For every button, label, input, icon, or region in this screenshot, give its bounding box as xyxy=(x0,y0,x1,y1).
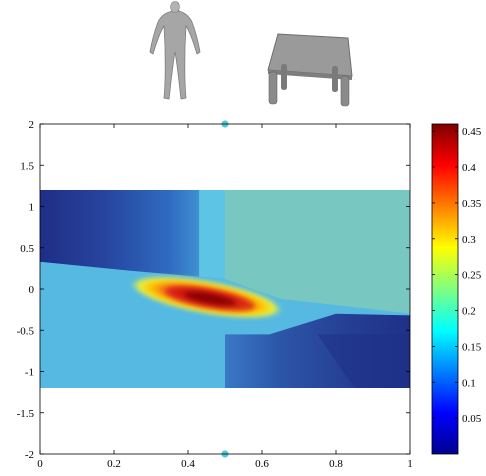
colorbar-tick-label: 0.15 xyxy=(462,341,482,353)
colorbar-tick-label: 0.35 xyxy=(462,198,482,210)
colorbar-gradient xyxy=(431,123,459,455)
y-tick-label: -2 xyxy=(25,449,34,461)
y-tick-label: 1 xyxy=(29,202,35,214)
colorbar: 0.45 0.4 0.35 0.3 0.25 0.2 0.15 0.1 0.05 xyxy=(431,123,482,455)
colorbar-ticks: 0.45 0.4 0.35 0.3 0.25 0.2 0.15 0.1 0.05 xyxy=(432,126,482,425)
y-tick-label: 0 xyxy=(29,284,35,296)
y-tick-label: -1 xyxy=(25,367,34,379)
x-tick-label: 0.6 xyxy=(255,458,269,470)
y-tick-label: -0.5 xyxy=(17,325,35,337)
peak-hotspot xyxy=(129,275,284,319)
colorbar-tick-label: 0.25 xyxy=(462,270,482,282)
colorbar-tick-label: 0.3 xyxy=(462,234,476,246)
heatmap-field xyxy=(40,190,410,388)
colorbar-tick-label: 0.4 xyxy=(462,162,476,174)
y-tick-label: 1.5 xyxy=(20,160,34,172)
y-tick-label: 2 xyxy=(29,119,35,131)
colorbar-tick-label: 0.05 xyxy=(462,413,482,425)
colorbar-tick-label: 0.45 xyxy=(462,126,482,138)
y-tick-label: 0.5 xyxy=(20,243,34,255)
x-tick-label: 0.2 xyxy=(107,458,121,470)
region-lower-right-dark xyxy=(317,334,410,388)
y-axis: 2 1.5 1 0.5 0 -0.5 -1 -1.5 -2 xyxy=(17,119,410,461)
colorbar-tick-label: 0.1 xyxy=(462,377,476,389)
x-tick-label: 0.4 xyxy=(181,458,195,470)
colorbar-tick-label: 0.2 xyxy=(462,306,476,318)
y-tick-label: -1.5 xyxy=(17,408,35,420)
region-transition xyxy=(199,190,225,280)
region-upper-right xyxy=(225,190,410,314)
x-tick-label: 1 xyxy=(407,458,413,470)
x-tick-label: 0.8 xyxy=(329,458,343,470)
x-tick-label: 0 xyxy=(37,458,43,470)
heatmap-plot: 0 0.2 0.4 0.6 0.8 1 2 1.5 1 0.5 0 -0.5 -1 -1.5 -2 xyxy=(17,119,413,470)
table-icon xyxy=(267,33,353,107)
region-upper-left xyxy=(40,190,225,280)
human-figure-icon xyxy=(149,1,201,100)
x-axis: 0 0.2 0.4 0.6 0.8 1 xyxy=(37,124,413,470)
